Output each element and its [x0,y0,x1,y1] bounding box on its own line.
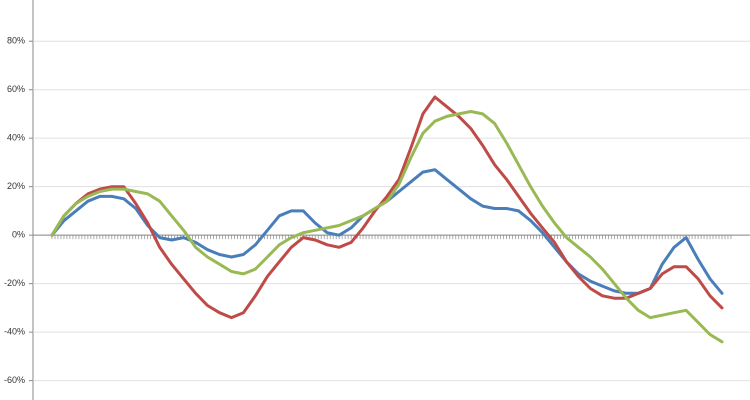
y-tick-label: -60% [4,375,25,385]
y-tick-label: 0% [12,230,25,240]
y-tick-label: 40% [7,133,25,143]
y-tick-label: 60% [7,84,25,94]
y-tick-label: 20% [7,181,25,191]
y-tick-label: -20% [4,278,25,288]
series-line [50,95,724,320]
y-tick-label: 80% [7,36,25,46]
y-tick-label: -40% [4,326,25,336]
series-line [50,110,724,344]
